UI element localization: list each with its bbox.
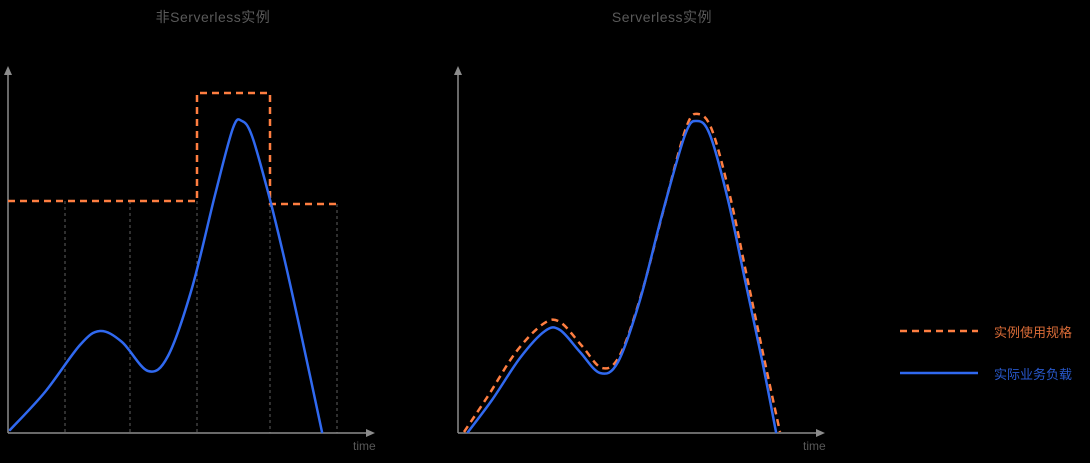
legend-item-instance-spec: 实例使用规格 bbox=[900, 322, 1072, 340]
actual-load-curve bbox=[466, 119, 778, 434]
left-chart-title: 非Serverless实例 bbox=[155, 9, 271, 25]
legend-label-actual-load: 实际业务负载 bbox=[994, 366, 1073, 382]
actual-load-curve bbox=[8, 118, 324, 434]
legend-item-actual-load: 实际业务负载 bbox=[900, 364, 1072, 382]
x-axis-arrow-icon bbox=[816, 429, 825, 437]
right-time-axis-label: time bbox=[803, 439, 826, 453]
x-axis-arrow-icon bbox=[366, 429, 375, 437]
y-axis-arrow-icon bbox=[454, 66, 462, 75]
right-chart-title: Serverless实例 bbox=[611, 9, 713, 25]
instance-spec-line bbox=[462, 112, 782, 433]
left-time-axis-label: time bbox=[353, 439, 376, 453]
legend: 实例使用规格 实际业务负载 bbox=[900, 322, 1072, 382]
legend-label-instance-spec: 实例使用规格 bbox=[994, 324, 1073, 340]
y-axis-arrow-icon bbox=[4, 66, 12, 75]
solid-line-sample-icon bbox=[900, 371, 978, 375]
instance-spec-line bbox=[8, 91, 337, 206]
dashed-line-sample-icon bbox=[900, 329, 978, 333]
